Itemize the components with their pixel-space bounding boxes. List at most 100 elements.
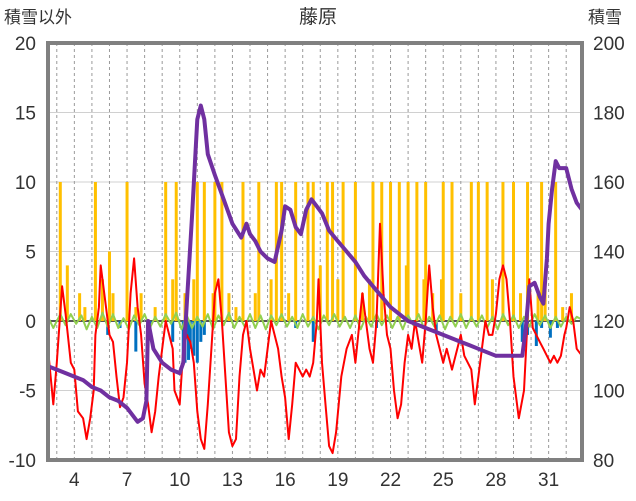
line-series (47, 103, 584, 455)
snowfall-bar (111, 293, 115, 321)
snowfall-bar (404, 265, 408, 321)
precipitation-bar (311, 321, 315, 342)
snowfall-bar (422, 279, 426, 321)
snowfall-bar (287, 293, 291, 321)
plot-frame (46, 41, 584, 462)
x-tick-label: 31 (538, 470, 559, 491)
snowfall-bar (164, 182, 168, 321)
right-axis-title: 積雪 (588, 8, 622, 28)
y-left-tick-label: 0 (25, 312, 36, 333)
snowfall-bar (153, 307, 157, 321)
snowfall-bar (490, 279, 494, 321)
y-right-tick-label: 120 (593, 312, 625, 333)
left-axis-ticks: 20 15 10 5 0 -5 -10 (9, 34, 36, 472)
y-right-tick-label: 200 (593, 34, 625, 55)
snowfall-bar (192, 279, 196, 321)
snowfall-bar (569, 293, 573, 321)
snowfall-bar (371, 182, 375, 321)
snowfall-bar (213, 182, 217, 321)
snowfall-bar (397, 182, 401, 321)
snowfall-bar (441, 182, 445, 321)
x-tick-label: 19 (327, 470, 348, 491)
snowfall-bar (174, 182, 178, 321)
y-right-tick-label: 100 (593, 382, 625, 403)
precipitation-bar (134, 321, 138, 352)
snowfall-bar (65, 265, 69, 321)
snowfall-bar (360, 293, 364, 321)
snowfall-bar (501, 182, 505, 321)
y-left-tick-label: -10 (9, 451, 36, 472)
y-right-tick-label: 180 (593, 104, 625, 125)
left-axis-title: 積雪以外 (4, 8, 72, 28)
y-left-tick-label: 20 (15, 34, 36, 55)
snowfall-bar (227, 293, 231, 321)
snowfall-bar (536, 293, 540, 321)
x-tick-label: 13 (222, 470, 243, 491)
snowfall-bar (202, 182, 206, 321)
snowfall-bar (311, 182, 315, 321)
snowfall-bar (540, 182, 544, 321)
y-right-tick-label: 160 (593, 173, 625, 194)
temperature-line (47, 222, 583, 455)
precipitation-bar (202, 321, 206, 335)
x-tick-label: 28 (485, 470, 506, 491)
snowfall-bar (450, 182, 454, 321)
snowfall-bar (439, 279, 443, 321)
snowfall-bar (318, 265, 322, 321)
snowfall-bar (83, 307, 87, 321)
snowfall-bar (195, 182, 199, 321)
chart-title: 藤原 (299, 6, 337, 28)
snowfall-bar (526, 182, 530, 321)
snowfall-bar (325, 182, 329, 321)
snowfall-bar (561, 307, 565, 321)
x-tick-label: 10 (169, 470, 190, 491)
snowfall-bar (280, 182, 284, 321)
snowfall-bar (171, 279, 175, 321)
x-tick-label: 7 (122, 470, 133, 491)
precipitation-bar (199, 321, 203, 342)
snowfall-bar (415, 182, 419, 321)
snowfall-bar (93, 182, 97, 321)
snowfall-bar (554, 182, 558, 321)
right-axis-ticks: 200 180 160 140 120 100 80 (593, 34, 625, 472)
snowfall-bar (367, 279, 371, 321)
snowfall-bar (459, 293, 463, 321)
x-axis-ticks: 4 7 10 13 16 19 22 25 28 31 (69, 470, 559, 491)
y-left-tick-label: 15 (15, 104, 36, 125)
precipitation-bar (195, 321, 199, 363)
snowfall-bar (476, 182, 480, 321)
snowfall-bar (220, 182, 224, 321)
snowfall-bar (139, 293, 143, 321)
precipitation-bar (188, 321, 192, 349)
x-tick-label: 16 (275, 470, 296, 491)
precipitation-bar (171, 321, 175, 342)
snowfall-bar (519, 293, 523, 321)
y-right-tick-label: 140 (593, 243, 625, 264)
y-left-tick-label: 5 (25, 243, 36, 264)
snowfall-bar (336, 279, 340, 321)
x-tick-label: 25 (433, 470, 454, 491)
snowfall-bar (253, 293, 257, 321)
snowfall-bar (306, 182, 310, 321)
snowfall-bar (294, 182, 298, 321)
snowfall-bar (341, 182, 345, 321)
snowfall-bar (389, 182, 393, 321)
snowfall-bar (78, 293, 82, 321)
snowfall-bar (511, 182, 515, 321)
precipitation-bar (548, 321, 552, 338)
snow_depth-line (47, 103, 584, 424)
snowfall-bar (469, 182, 473, 321)
snowfall-bar (424, 182, 428, 321)
x-tick-label: 22 (380, 470, 401, 491)
precipitation-bar (192, 321, 196, 356)
snowfall-bar (234, 307, 238, 321)
snowfall-bar (406, 182, 410, 321)
precipitation-bar (540, 321, 544, 328)
snowfall-bar (485, 182, 489, 321)
x-tick-label: 4 (69, 470, 80, 491)
snowfall-bar (353, 182, 357, 321)
precipitation-bar (555, 321, 559, 328)
precipitation-bar (520, 321, 524, 342)
snowfall-bar (269, 279, 273, 321)
